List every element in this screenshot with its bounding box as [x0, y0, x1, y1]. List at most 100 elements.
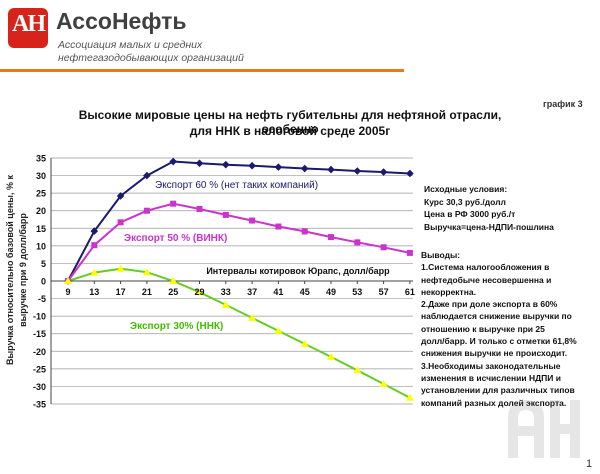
series-line-2: [67, 202, 411, 282]
x-tick-label: 37: [247, 287, 257, 297]
data-point: [222, 160, 230, 169]
data-point: [248, 313, 257, 321]
y-tick-label: 25: [36, 189, 46, 199]
y-tick-label: 35: [36, 154, 46, 164]
x-axis-label: Интервалы котировок Юрапс, долл/барр: [206, 266, 390, 276]
data-point: [169, 157, 177, 166]
data-point: [143, 171, 151, 180]
x-tick-label: 33: [221, 287, 231, 297]
data-point: [116, 192, 125, 200]
x-tick-label: 29: [194, 287, 204, 297]
logo: АН: [8, 8, 48, 48]
x-tick-label: 25: [168, 287, 178, 297]
data-point: [195, 288, 204, 296]
header-rule: [0, 69, 404, 72]
data-point: [406, 169, 414, 178]
data-point: [142, 268, 151, 276]
y-tick-label: 15: [36, 224, 46, 234]
condition-line: Курс 30,3 руб./долл: [424, 196, 506, 207]
series-label-export-60: Экспорт 60 % (нет таких компаний): [155, 180, 318, 191]
condition-line: Выручка=цена-НДПИ-пошлина: [424, 221, 554, 232]
y-tick-label: -20: [33, 347, 46, 357]
conclusion-line: компаний разных долей экспорта.: [421, 397, 567, 408]
data-point: [354, 239, 361, 246]
x-tick-label: 45: [300, 287, 310, 297]
data-point: [353, 366, 362, 374]
data-point: [222, 211, 229, 218]
data-point: [116, 264, 125, 272]
conditions-title: Исходные условия:: [424, 184, 508, 194]
chart-title-line1: Высокие мировые цены на нефть губительны…: [78, 108, 502, 136]
data-point: [274, 163, 283, 171]
data-point: [274, 326, 283, 334]
conclusions: Выводы: 1.Система налогообложения в нефт…: [421, 249, 591, 409]
conclusion-line: снижения выручки не происходит.: [421, 348, 568, 359]
y-tick-label: 20: [36, 206, 46, 216]
x-tick-label: 61: [405, 287, 415, 297]
data-point: [300, 339, 309, 347]
data-point: [353, 167, 362, 175]
data-point: [406, 249, 413, 256]
condition-line: Цена в РФ 3000 руб./т: [424, 209, 516, 219]
data-point: [170, 200, 177, 207]
conclusion-line: 1.Система налогообложения в: [421, 262, 550, 273]
data-point: [300, 164, 309, 173]
brand-name: АссоНефть: [56, 8, 187, 34]
data-point: [64, 277, 72, 284]
conclusion-line: долл/барр. И только с отметки 61,8%: [421, 336, 577, 347]
conclusion-line: установлении для различных типов: [421, 385, 575, 396]
initial-conditions: Исходные условия: Курс 30,3 руб./долл Це…: [424, 183, 554, 233]
data-point: [380, 244, 387, 251]
data-point: [90, 268, 99, 276]
data-point: [328, 234, 334, 241]
conclusion-line: некорректна.: [421, 286, 476, 297]
series-line-1: [67, 160, 410, 282]
data-point: [117, 219, 124, 226]
data-point: [90, 227, 99, 235]
x-tick-label: 9: [65, 287, 70, 297]
x-tick-label: 17: [116, 287, 126, 297]
data-point: [275, 223, 282, 230]
x-tick-label: 41: [273, 287, 283, 297]
conclusion-line: 2.Даже при доле экспорта в 60%: [421, 299, 558, 310]
data-point: [249, 217, 256, 224]
brand-subtitle-line1: Ассоциация малых и средних: [58, 39, 203, 51]
y-tick-label: -35: [33, 400, 46, 410]
x-tick-label: 57: [379, 287, 389, 297]
conclusion-line: изменения в исчислении НДПИ и: [421, 372, 561, 383]
graph-number: график 3: [543, 99, 583, 109]
conclusion-line: 3.Необходимы законодательные: [421, 360, 561, 371]
conclusion-line: нефтедобыче несовершенна и: [421, 274, 552, 285]
logo-text: АН: [12, 11, 46, 37]
data-point: [221, 300, 230, 308]
conclusion-line: наблюдается снижение выручки по: [421, 311, 572, 322]
data-point: [327, 165, 335, 174]
data-point: [379, 168, 388, 176]
y-tick-label: 5: [41, 259, 46, 269]
conclusion-line: отношению к выручке при 25: [421, 323, 545, 334]
data-point: [405, 393, 414, 401]
data-point: [195, 159, 204, 168]
page-number: 1: [586, 458, 593, 470]
y-tick-label: 30: [36, 171, 46, 181]
series-line-3: [67, 267, 411, 399]
y-tick-label: -30: [33, 382, 46, 392]
data-point: [91, 242, 98, 249]
brand-subtitle-line2: нефтегазодобывающих организаций: [58, 52, 244, 64]
conclusions-title: Выводы:: [421, 250, 461, 260]
watermark-logo: [508, 400, 580, 458]
y-tick-label: -10: [33, 312, 46, 322]
data-point: [169, 277, 178, 284]
data-point: [379, 379, 388, 387]
y-tick-label: -5: [38, 294, 46, 304]
y-tick-label: -15: [33, 329, 46, 339]
x-tick-label: 13: [89, 287, 99, 297]
series-label-export-50: Экспорт 50 % (ВИНК): [124, 233, 227, 244]
data-point: [301, 228, 308, 235]
data-point: [143, 207, 150, 214]
data-point: [196, 205, 203, 212]
y-tick-label: 0: [41, 277, 46, 287]
y-tick-label: -25: [33, 364, 46, 374]
data-point: [327, 352, 335, 360]
